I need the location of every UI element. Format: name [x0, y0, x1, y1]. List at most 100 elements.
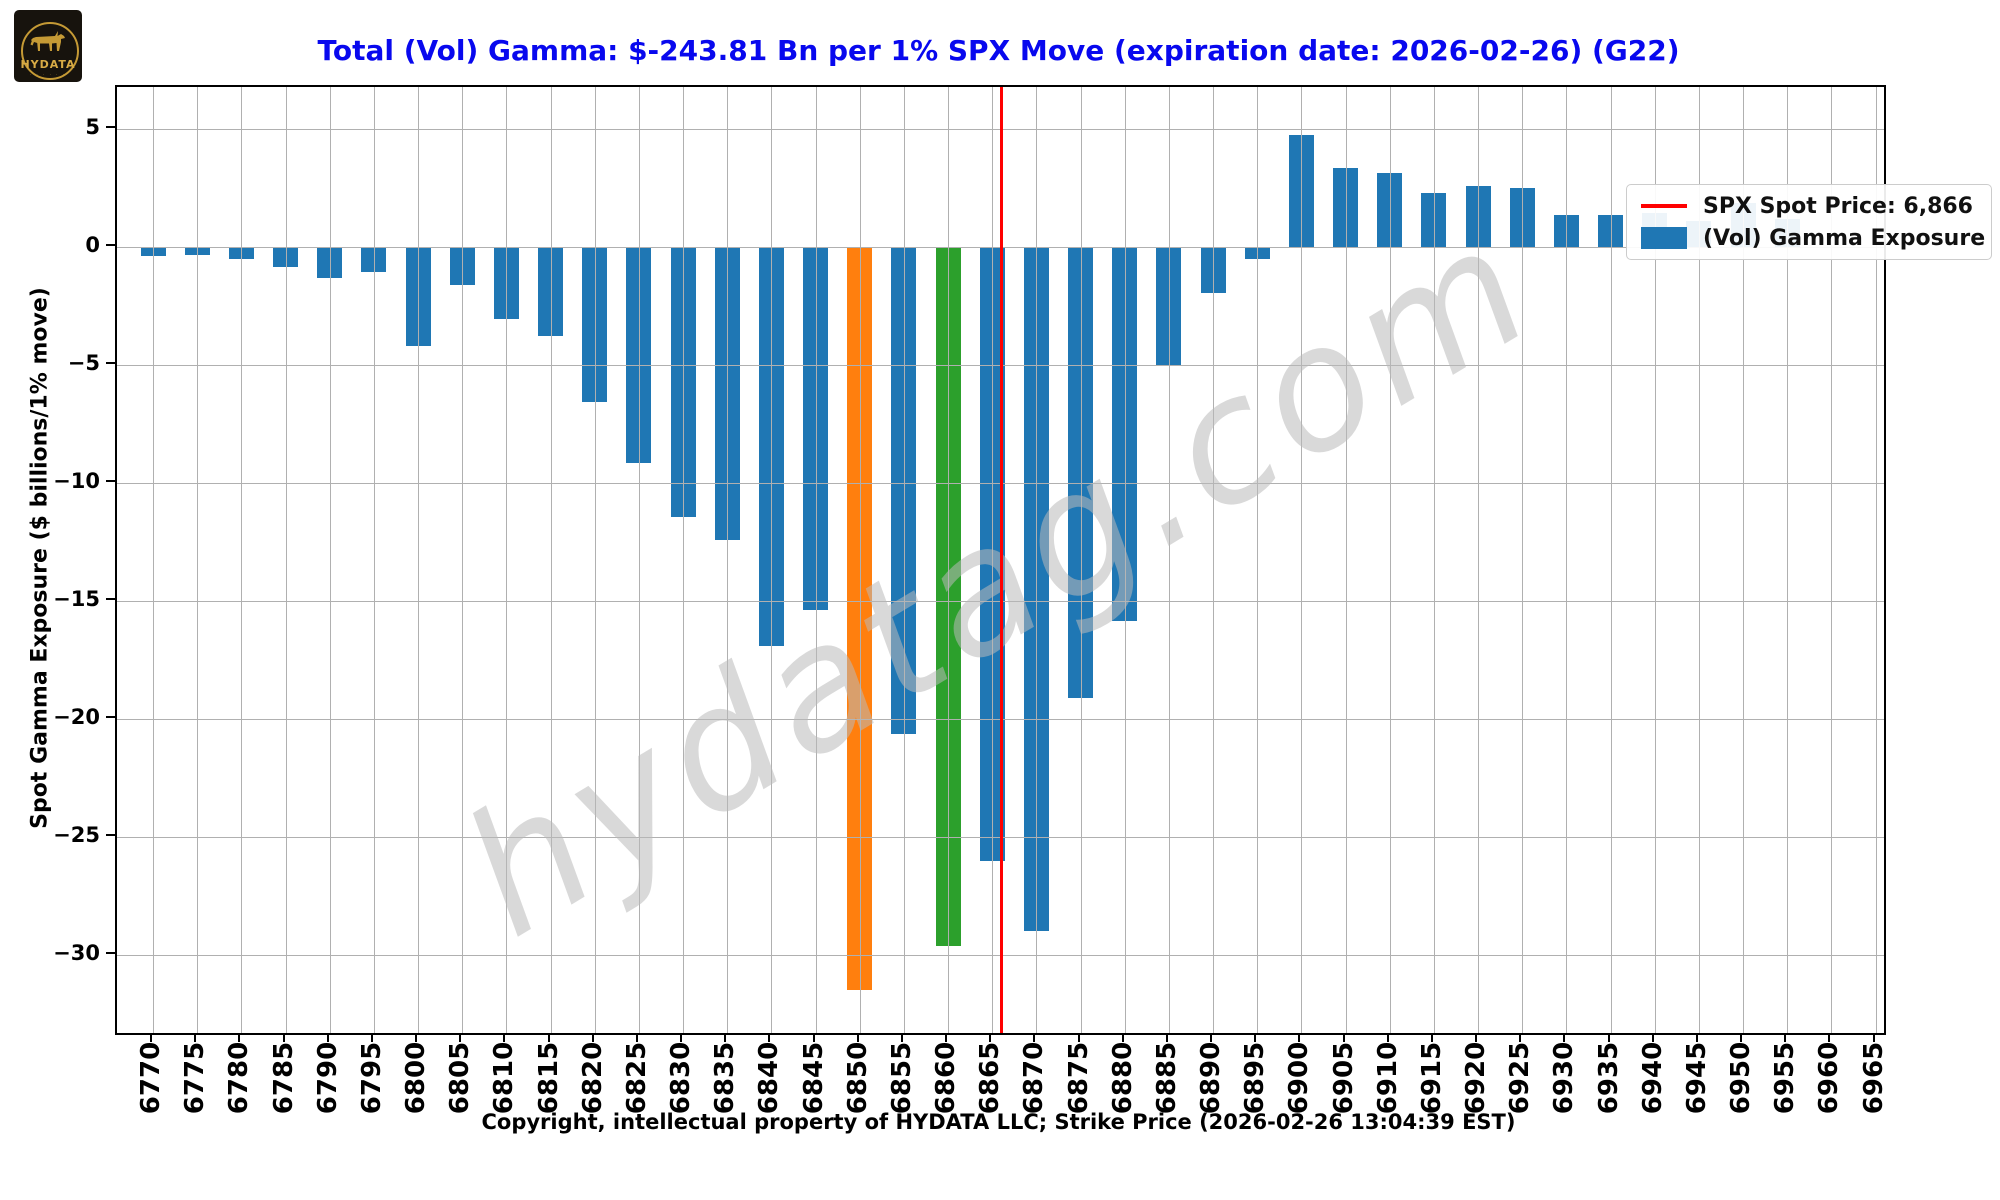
- y-tick-label: −25: [53, 823, 100, 847]
- x-tick-label-6955: 6955: [1770, 1041, 1801, 1115]
- y-tick-label: 0: [85, 233, 100, 257]
- y-tick-mark: [106, 244, 115, 246]
- x-tick-mark: [724, 1033, 727, 1042]
- x-tick-mark: [680, 1033, 682, 1042]
- vgridline-6790: [329, 87, 331, 1033]
- hydata-logo: HYDATA · · · · · ·: [14, 10, 82, 82]
- x-tick-label-6790: 6790: [312, 1041, 343, 1115]
- plot-area: SPX Spot Price: 6,866 (Vol) Gamma Exposu…: [115, 85, 1992, 1035]
- y-tick-label: −30: [53, 941, 100, 965]
- spot-line-key-icon: [1641, 204, 1687, 208]
- y-tick-label: 5: [85, 115, 100, 139]
- vgridline-6920: [1478, 87, 1479, 1033]
- vgridline-6775: [197, 87, 199, 1033]
- vgridline-6935: [1610, 87, 1612, 1033]
- x-tick-mark: [812, 1033, 815, 1042]
- vgridline-6950: [1743, 87, 1744, 1033]
- x-tick-mark: [1563, 1033, 1566, 1042]
- x-tick-mark: [282, 1033, 285, 1042]
- x-tick-label-6870: 6870: [1019, 1041, 1050, 1115]
- x-tick-label-6875: 6875: [1063, 1041, 1094, 1115]
- x-tick-label-6830: 6830: [666, 1041, 696, 1115]
- x-tick-mark: [326, 1033, 329, 1042]
- vgridline-6785: [285, 87, 287, 1033]
- x-tick-mark: [370, 1033, 373, 1042]
- x-tick-label-6835: 6835: [710, 1041, 741, 1115]
- x-tick-mark: [1519, 1033, 1522, 1042]
- vgridline-6825: [638, 87, 640, 1033]
- x-tick-label-6855: 6855: [886, 1041, 917, 1115]
- vgridline-6910: [1389, 87, 1391, 1033]
- x-tick-label-6820: 6820: [577, 1041, 608, 1115]
- x-tick-label-6905: 6905: [1328, 1041, 1359, 1115]
- x-tick-mark: [1121, 1033, 1124, 1042]
- vgridline-6955: [1787, 87, 1789, 1033]
- x-tick-label-6915: 6915: [1416, 1041, 1447, 1115]
- vgridline-6880: [1124, 87, 1126, 1033]
- vgridline-6815: [550, 87, 552, 1033]
- y-tick-mark: [106, 598, 115, 600]
- legend-row-gamma: (Vol) Gamma Exposure: [1627, 224, 1991, 252]
- vgridline-6885: [1168, 87, 1170, 1033]
- x-tick-label-6845: 6845: [798, 1041, 829, 1115]
- x-tick-label-6930: 6930: [1549, 1041, 1580, 1115]
- x-tick-label-6940: 6940: [1637, 1041, 1668, 1115]
- vgridline-6855: [903, 87, 905, 1033]
- vgridline-6960: [1831, 87, 1833, 1033]
- vgridline-6870: [1036, 87, 1038, 1033]
- x-tick-mark: [856, 1033, 859, 1042]
- x-tick-label-6795: 6795: [356, 1041, 387, 1115]
- x-tick-label-6895: 6895: [1240, 1041, 1271, 1115]
- vgridline-6810: [506, 87, 508, 1033]
- x-tick-mark: [1828, 1033, 1831, 1042]
- x-tick-label-6880: 6880: [1107, 1041, 1138, 1115]
- x-tick-label-6945: 6945: [1681, 1041, 1712, 1115]
- x-tick-label-6920: 6920: [1461, 1041, 1491, 1115]
- x-tick-label-6885: 6885: [1151, 1041, 1182, 1115]
- x-tick-label-6860: 6860: [931, 1041, 961, 1115]
- x-tick-mark: [1695, 1033, 1698, 1042]
- y-tick-label: −5: [67, 351, 100, 375]
- y-tick-label: −10: [53, 469, 100, 493]
- x-tick-mark: [1165, 1033, 1168, 1042]
- vgridline-6890: [1213, 87, 1214, 1033]
- y-tick-mark: [106, 952, 115, 954]
- y-tick-mark: [106, 480, 115, 482]
- x-tick-mark: [238, 1033, 241, 1042]
- legend: SPX Spot Price: 6,866 (Vol) Gamma Exposu…: [1626, 184, 1992, 260]
- vgridline-6840: [771, 87, 773, 1033]
- vgridline-6905: [1345, 87, 1347, 1033]
- x-tick-label-6925: 6925: [1505, 1041, 1536, 1115]
- x-tick-mark: [1740, 1033, 1742, 1042]
- x-tick-mark: [1386, 1033, 1389, 1042]
- x-tick-mark: [547, 1033, 550, 1042]
- vgridline-6830: [683, 87, 684, 1033]
- x-tick-mark: [415, 1033, 417, 1042]
- y-tick-mark: [106, 834, 115, 836]
- vgridline-6860: [948, 87, 949, 1033]
- x-tick-mark: [1033, 1033, 1036, 1042]
- x-tick-mark: [1077, 1033, 1080, 1042]
- x-tick-mark: [635, 1033, 638, 1042]
- logo-ring: [21, 22, 79, 80]
- vgridline-6945: [1698, 87, 1700, 1033]
- x-tick-label-6850: 6850: [842, 1041, 873, 1115]
- x-tick-mark: [1342, 1033, 1345, 1042]
- x-tick-mark: [945, 1033, 947, 1042]
- logo-tagline-decoration: · · · · · ·: [30, 72, 66, 77]
- spx-spot-price-line: [999, 87, 1003, 1033]
- x-tick-label-6770: 6770: [136, 1041, 166, 1115]
- x-tick-mark: [503, 1033, 506, 1042]
- x-tick-label-6775: 6775: [180, 1041, 211, 1115]
- y-tick-label: −20: [53, 705, 100, 729]
- x-tick-mark: [194, 1033, 197, 1042]
- copyright-caption: Copyright, intellectual property of HYDA…: [481, 1110, 1516, 1134]
- x-tick-label-6815: 6815: [533, 1041, 564, 1115]
- x-tick-label-6805: 6805: [445, 1041, 476, 1115]
- vgridline-6820: [594, 87, 596, 1033]
- vgridline-6965: [1875, 87, 1877, 1033]
- x-tick-label-6840: 6840: [754, 1041, 785, 1115]
- x-tick-label-6865: 6865: [975, 1041, 1006, 1115]
- x-tick-label-6825: 6825: [621, 1041, 652, 1115]
